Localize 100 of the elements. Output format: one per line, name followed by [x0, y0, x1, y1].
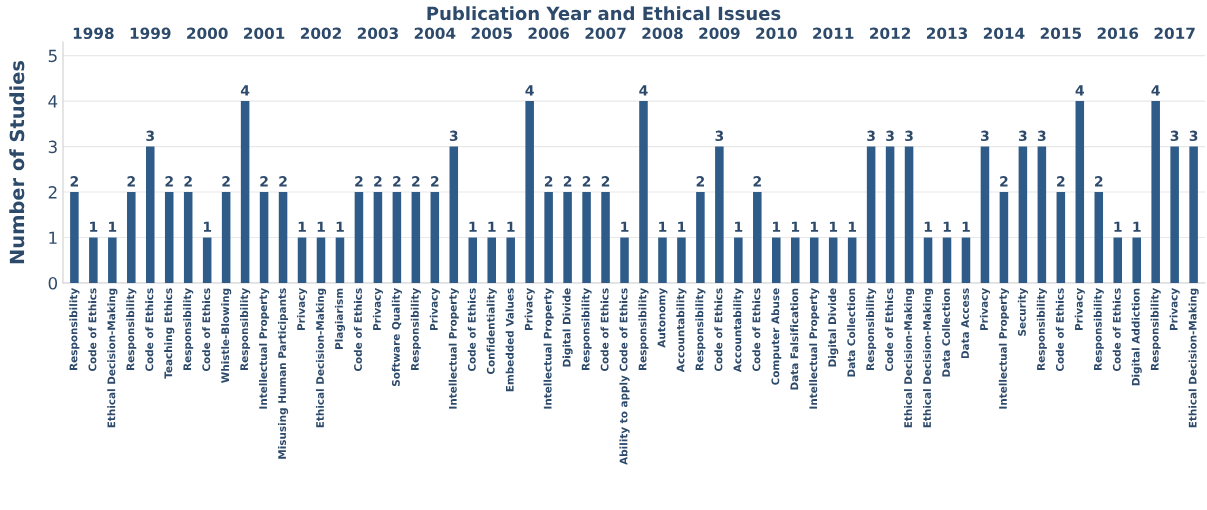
x-tick-label: Ethical Decision-Making: [107, 288, 118, 428]
x-tick-label: Security: [1017, 288, 1028, 336]
bar: [278, 192, 288, 283]
text: 1998: [73, 27, 114, 40]
x-tick-label: Ethical Decision-Making: [903, 288, 915, 428]
y-axis-title: Number of Studies: [9, 60, 25, 264]
bar: [525, 101, 534, 283]
bar: [487, 237, 496, 283]
x-tick-label: Code of Ethics: [202, 288, 211, 372]
bar: [980, 146, 990, 283]
x-tick-label: Privacy: [524, 288, 535, 331]
text: 2016: [1097, 27, 1139, 40]
x-tick-label: Software Quality: [391, 288, 402, 386]
bar: [620, 237, 629, 283]
x-tick-label: Responsibility: [866, 288, 877, 370]
bar: [1151, 101, 1160, 283]
bar: [240, 101, 250, 283]
x-tick-label: Code of Ethics: [885, 288, 894, 372]
x-tick-label: Responsibility: [240, 288, 251, 370]
bar: [392, 192, 402, 283]
bar: [1189, 146, 1198, 283]
y-tick-label: 5: [48, 49, 57, 63]
data-label: 2: [563, 176, 572, 187]
data-label: 3: [867, 130, 875, 142]
bar: [259, 192, 269, 283]
data-label: 2: [582, 176, 591, 187]
bar: [885, 146, 895, 283]
data-label: 1: [943, 221, 951, 232]
data-label: 2: [601, 176, 610, 187]
bar: [772, 237, 781, 283]
bar: [127, 192, 136, 283]
x-tick-label: Code of Ethics: [467, 288, 476, 372]
data-label: 2: [165, 176, 173, 187]
data-label: 3: [1189, 130, 1198, 142]
data-label: 3: [886, 130, 894, 142]
x-tick-label: Privacy: [979, 288, 991, 331]
data-label: 1: [678, 221, 686, 232]
bar: [1075, 101, 1085, 283]
bar: [70, 192, 79, 283]
text: 2011: [813, 27, 854, 40]
text: 2003: [357, 27, 398, 40]
bar: [1056, 192, 1066, 283]
data-label: 2: [1057, 176, 1065, 187]
x-tick-label: Confidentiality: [486, 288, 497, 375]
x-tick-label: Intellectual Property: [998, 288, 1009, 409]
data-label: 4: [639, 85, 648, 96]
x-tick-label: Whistle-Blowing: [221, 288, 232, 383]
data-label: 3: [1018, 130, 1027, 142]
data-label: 2: [1095, 176, 1103, 187]
bar: [316, 237, 326, 283]
y-tick-label: 4: [48, 95, 58, 108]
x-tick-label: Code of Ethics: [1112, 288, 1121, 372]
bar: [658, 237, 667, 283]
text: 2004: [414, 27, 456, 40]
bar: [449, 146, 459, 283]
x-tick-label: Code of Ethics: [600, 288, 609, 372]
data-label: 2: [753, 176, 761, 187]
bar: [1094, 192, 1104, 283]
bar: [468, 237, 478, 283]
x-tick-label: Ethical Decision-Making: [315, 288, 327, 428]
bar: [1037, 146, 1047, 283]
x-tick-label: Responsibility: [183, 288, 194, 370]
x-tick-label: Responsibility: [69, 288, 80, 370]
bar: [335, 237, 345, 283]
bar: [89, 237, 98, 283]
data-label: 4: [1151, 85, 1160, 96]
x-tick-label: Privacy: [429, 288, 440, 331]
x-tick-label: Intellectual Property: [543, 288, 554, 409]
bar: [297, 237, 307, 283]
x-tick-label: Responsibility: [638, 288, 649, 370]
y-tick-label: 0: [48, 276, 58, 290]
bar: [354, 192, 364, 283]
y-tick-label: 3: [48, 140, 57, 154]
data-label: 1: [336, 221, 344, 232]
x-tick-label: Accountability: [676, 288, 687, 373]
x-tick-label: Data Access: [961, 288, 969, 359]
x-tick-label: Responsibility: [1036, 288, 1047, 370]
bar: [753, 192, 762, 283]
data-label: 2: [544, 176, 553, 187]
bar: [1018, 146, 1028, 283]
data-label: 2: [70, 176, 79, 187]
data-label: 1: [507, 221, 515, 232]
x-tick-label: Intellectual Property: [809, 288, 820, 409]
x-tick-label: Accountability: [733, 288, 744, 373]
text: 2005: [471, 27, 512, 40]
x-tick-label: Digital Divide: [562, 288, 573, 367]
x-tick-label: Digital Addiction: [1131, 288, 1142, 386]
x-tick-label: Teaching Ethics: [164, 288, 175, 379]
x-tick-label: Misusing Human Participants: [277, 288, 289, 459]
x-tick-label: Data Collection: [941, 288, 951, 377]
text: 2017: [1154, 27, 1195, 40]
data-label: 1: [1114, 221, 1122, 232]
text: 2013: [926, 27, 968, 40]
data-label: 2: [1000, 176, 1008, 187]
x-tick-label: Code of Ethics: [752, 288, 761, 372]
data-label: 3: [981, 130, 989, 142]
bar: [373, 192, 383, 283]
data-label: 2: [260, 176, 268, 187]
x-tick-label: Code of Ethics: [353, 288, 362, 372]
data-label: 2: [374, 176, 382, 187]
